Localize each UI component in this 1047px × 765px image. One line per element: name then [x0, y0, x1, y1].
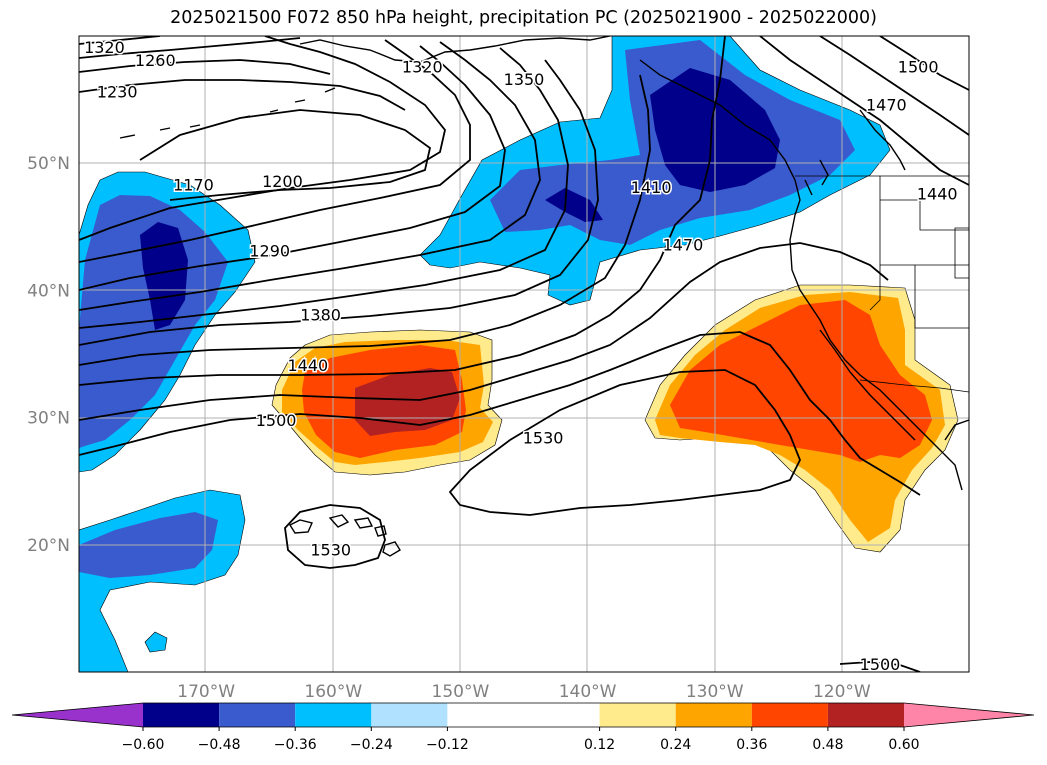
- contour-label: 1320: [402, 57, 443, 76]
- contour-label: 1170: [173, 176, 214, 195]
- contour-label: 1200: [262, 172, 303, 191]
- height-contours: [79, 36, 969, 672]
- colorbar-segment: [675, 703, 752, 727]
- contour-label: 1440: [917, 185, 958, 204]
- colorbar-tick-label: 0.12: [584, 737, 615, 753]
- contour-label: 1500: [256, 411, 297, 430]
- x-tick-label: 160°W: [304, 682, 362, 702]
- colorbar-extend-max: [904, 703, 1034, 727]
- x-tick-label: 150°W: [432, 682, 490, 702]
- colorbar-tick-label: 0.36: [736, 737, 767, 753]
- x-tick-label: 130°W: [686, 682, 744, 702]
- colorbar-tick-labels: −0.60 −0.48 −0.36 −0.24 −0.12 0.12 0.24 0.36 0.4…: [122, 727, 920, 753]
- colorbar-segment: [143, 703, 220, 727]
- contour-labels: 1320 1260 1230 1320 1350 1170 1200 1290 1380 1440…: [83, 37, 960, 674]
- contour-label: 1380: [300, 305, 341, 324]
- contour-label: 1290: [249, 242, 290, 261]
- colorbar-segment: [295, 703, 372, 727]
- contour-label: 1470: [663, 235, 704, 254]
- contour-label: 1530: [310, 541, 351, 560]
- colorbar-tick-label: −0.36: [274, 737, 317, 753]
- contour-label: 1350: [504, 70, 545, 89]
- contour-label: 1500: [898, 57, 939, 76]
- y-tick-label: 40°N: [27, 281, 70, 301]
- contour-label: 1440: [287, 356, 328, 375]
- coastlines: [119, 36, 969, 557]
- x-tick-labels: 170°W 160°W 150°W 140°W 130°W 120°W: [177, 682, 871, 702]
- colorbar-tick-label: −0.60: [122, 737, 165, 753]
- contour-label: 1320: [84, 38, 125, 57]
- y-tick-label: 30°N: [27, 409, 70, 429]
- colorbar-segment: [371, 703, 448, 727]
- x-tick-label: 140°W: [559, 682, 617, 702]
- y-tick-label: 20°N: [27, 536, 70, 556]
- colorbar-tick-label: 0.24: [660, 737, 691, 753]
- contour-label: 1260: [135, 51, 176, 70]
- x-tick-label: 170°W: [177, 682, 235, 702]
- y-tick-labels: 20°N 30°N 40°N 50°N: [27, 154, 70, 556]
- x-tick-label: 120°W: [813, 682, 871, 702]
- contour-label: 1410: [631, 178, 672, 197]
- map-frame: [78, 35, 970, 673]
- colorbar-segment: [751, 703, 828, 727]
- colorbar-tick-label: 0.48: [812, 737, 843, 753]
- chart-title: 2025021500 F072 850 hPa height, precipit…: [170, 8, 877, 28]
- contour-label: 1500: [860, 655, 901, 674]
- colorbar-tick-label: −0.48: [198, 737, 241, 753]
- colorbar-segment: [827, 703, 904, 727]
- precip-fill: [79, 36, 959, 672]
- colorbar-segment: [219, 703, 296, 727]
- contour-label: 1470: [866, 95, 907, 114]
- colorbar: [11, 702, 1035, 728]
- borders: [795, 175, 969, 393]
- colorbar-segment: [447, 703, 600, 727]
- y-tick-label: 50°N: [27, 154, 70, 174]
- colorbar-segment: [599, 703, 676, 727]
- contour-label: 1230: [97, 83, 138, 102]
- colorbar-tick-label: −0.24: [350, 737, 393, 753]
- colorbar-extend-min: [12, 703, 143, 727]
- contour-label: 1530: [523, 429, 564, 448]
- colorbar-tick-label: −0.12: [426, 737, 469, 753]
- colorbar-tick-label: 0.60: [888, 737, 919, 753]
